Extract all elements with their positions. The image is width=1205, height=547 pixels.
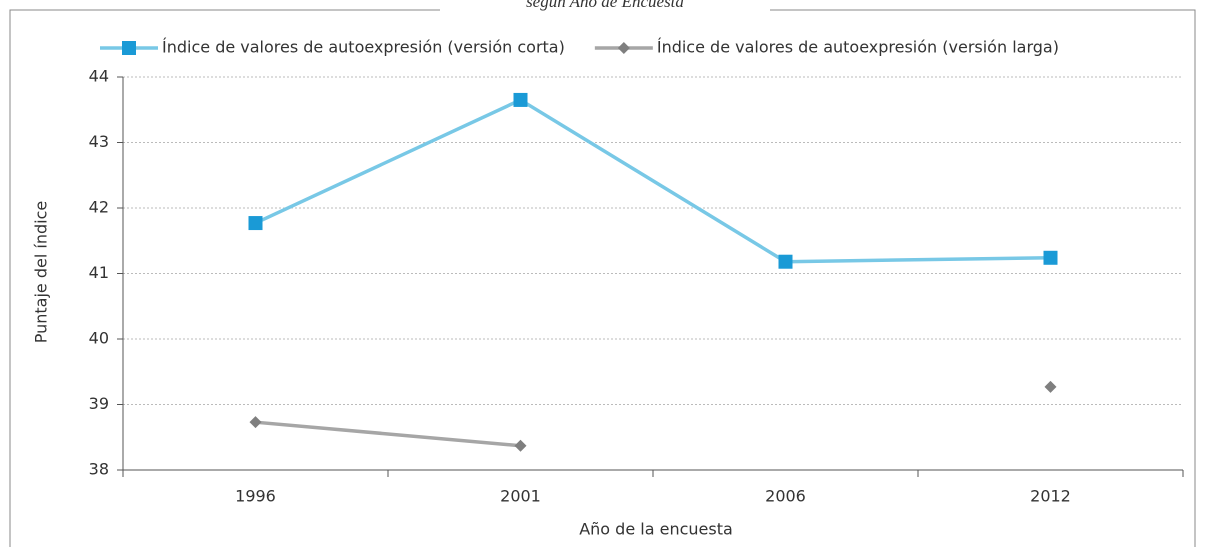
legend-label: Índice de valores de autoexpresión (vers…: [657, 38, 1059, 57]
legend-marker: [617, 42, 630, 54]
data-point: [249, 416, 262, 429]
x-tick-label: 2006: [765, 487, 806, 506]
y-axis-label: Puntaje del índice: [32, 201, 51, 343]
chart-border: [9, 9, 1196, 547]
x-axis-label: Año de la encuesta: [579, 520, 733, 539]
y-tick-label: 38: [89, 460, 109, 479]
y-tick-label: 41: [89, 263, 109, 282]
y-tick-label: 44: [89, 67, 109, 86]
title-bg: [440, 0, 770, 18]
data-point: [778, 254, 793, 269]
x-tick-label: 2012: [1030, 487, 1071, 506]
data-point: [1043, 250, 1058, 265]
y-tick-label: 43: [89, 132, 109, 151]
series-line: [254, 97, 1051, 264]
data-point: [248, 216, 263, 231]
y-tick-label: 39: [89, 394, 109, 413]
data-point: [1044, 380, 1057, 393]
chart-title: según Año de Encuesta: [526, 0, 684, 11]
x-tick-label: 2001: [500, 487, 541, 506]
data-point: [513, 92, 528, 107]
y-tick-label: 40: [89, 329, 109, 348]
y-tick-label: 42: [89, 198, 109, 217]
legend-label: Índice de valores de autoexpresión (vers…: [162, 38, 565, 57]
legend-marker: [122, 41, 136, 55]
data-point: [514, 439, 527, 452]
series-line: [256, 387, 1051, 446]
x-tick-label: 1996: [235, 487, 276, 506]
